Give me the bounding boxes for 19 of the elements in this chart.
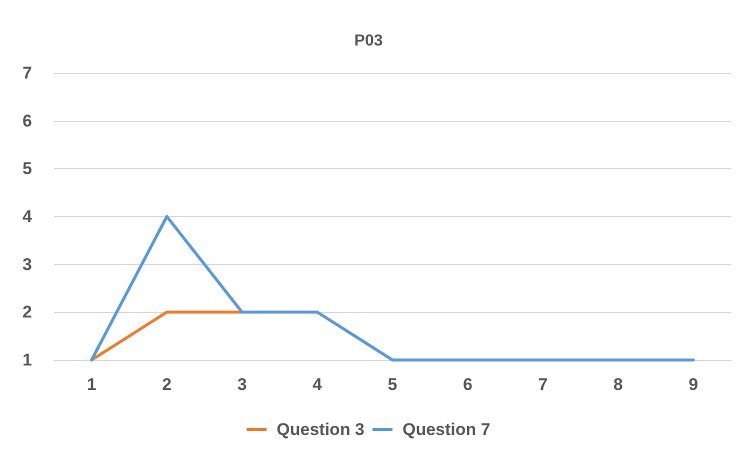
x-tick-label: 4 <box>312 375 323 394</box>
x-tick-label: 6 <box>462 375 472 394</box>
chart-title: P03 <box>354 32 383 50</box>
y-tick-label: 7 <box>22 64 32 82</box>
legend-label: Question 3 <box>276 420 365 439</box>
x-tick-label: 3 <box>237 375 247 394</box>
y-tick-label: 3 <box>22 254 32 274</box>
y-tick-label: 4 <box>22 207 33 226</box>
y-tick-label: 2 <box>22 302 32 322</box>
x-tick-label: 5 <box>388 375 398 394</box>
y-tick-label: 5 <box>22 159 32 178</box>
y-tick-label: 6 <box>22 111 32 130</box>
y-tick-label: 1 <box>22 350 32 370</box>
x-tick-label: 8 <box>613 375 623 394</box>
x-tick-label: 9 <box>688 375 698 394</box>
legend-label: Question 7 <box>402 420 490 439</box>
x-tick-label: 7 <box>538 375 548 394</box>
x-tick-label: 2 <box>162 375 172 394</box>
x-tick-label: 1 <box>86 375 96 394</box>
